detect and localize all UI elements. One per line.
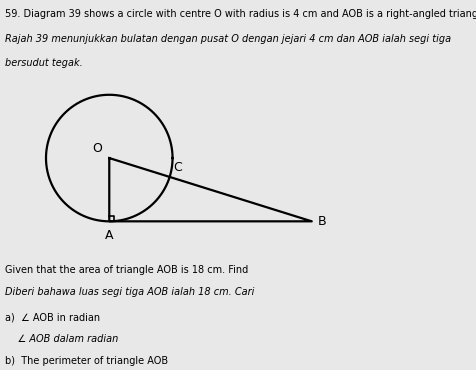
Text: bersudut tegak.: bersudut tegak.	[5, 58, 82, 68]
Text: ∠ AOB dalam radian: ∠ AOB dalam radian	[5, 334, 118, 344]
Text: 59. Diagram 39 shows a circle with centre O with radius is 4 cm and AOB is a rig: 59. Diagram 39 shows a circle with centr…	[5, 9, 476, 19]
Text: B: B	[317, 215, 326, 228]
Text: O: O	[91, 142, 101, 155]
Text: b)  The perimeter of triangle AOB: b) The perimeter of triangle AOB	[5, 356, 168, 366]
Text: C: C	[173, 161, 182, 174]
Text: Rajah 39 menunjukkan bulatan dengan pusat O dengan jejari 4 cm dan AOB ialah seg: Rajah 39 menunjukkan bulatan dengan pusa…	[5, 34, 450, 44]
Text: A: A	[105, 229, 113, 242]
Text: Given that the area of triangle AOB is 18 cm. Find: Given that the area of triangle AOB is 1…	[5, 265, 248, 275]
Text: Diberi bahawa luas segi tiga AOB ialah 18 cm. Cari: Diberi bahawa luas segi tiga AOB ialah 1…	[5, 287, 254, 297]
Text: a)  ∠ AOB in radian: a) ∠ AOB in radian	[5, 313, 99, 323]
